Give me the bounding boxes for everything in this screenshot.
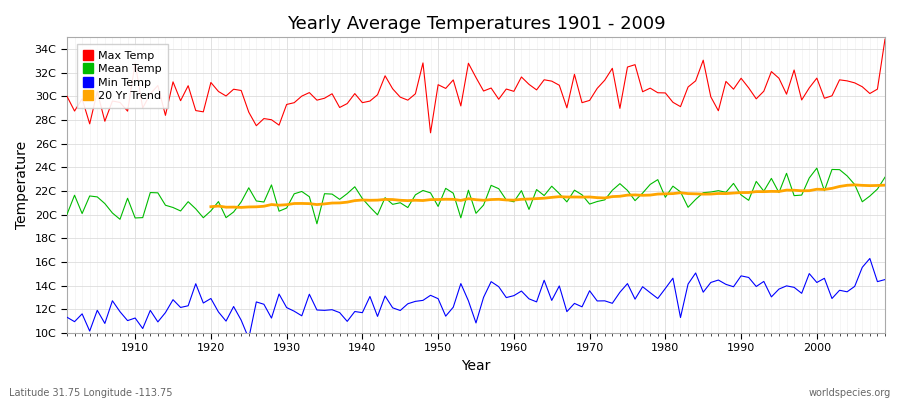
Text: worldspecies.org: worldspecies.org	[809, 388, 891, 398]
Text: Latitude 31.75 Longitude -113.75: Latitude 31.75 Longitude -113.75	[9, 388, 173, 398]
Legend: Max Temp, Mean Temp, Min Temp, 20 Yr Trend: Max Temp, Mean Temp, Min Temp, 20 Yr Tre…	[76, 44, 168, 108]
X-axis label: Year: Year	[462, 359, 490, 373]
Y-axis label: Temperature: Temperature	[15, 141, 29, 229]
Title: Yearly Average Temperatures 1901 - 2009: Yearly Average Temperatures 1901 - 2009	[287, 15, 665, 33]
